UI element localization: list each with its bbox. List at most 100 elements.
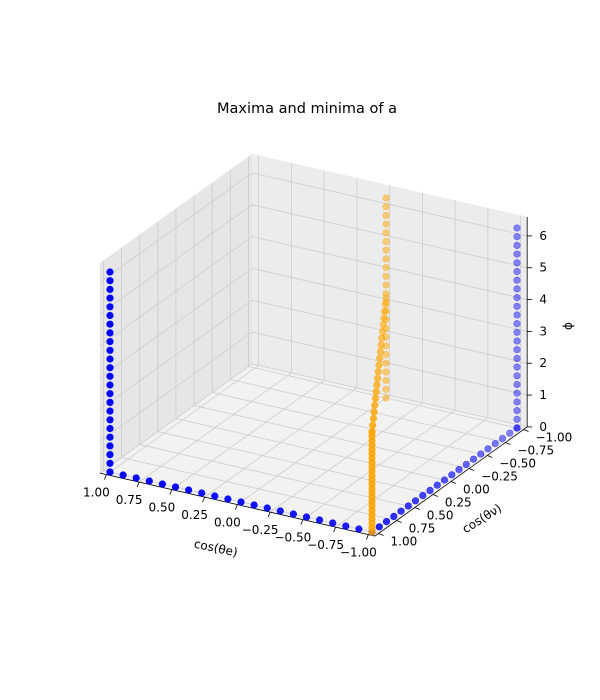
- blue-data-point: [289, 510, 298, 518]
- orange-data-point: [374, 374, 382, 383]
- orange-data-point: [369, 415, 378, 423]
- blue-data-point: [106, 424, 114, 433]
- orange-data-point: [375, 361, 383, 369]
- y-tick-label: 0.25: [445, 496, 472, 510]
- blue-data-point: [513, 337, 521, 345]
- blue-data-point: [513, 224, 521, 232]
- orange-data-point: [374, 368, 382, 376]
- orange-data-point: [382, 203, 390, 211]
- orange-data-point: [382, 220, 390, 228]
- blue-data-point: [106, 468, 114, 476]
- y-tick-label: 0.50: [427, 509, 454, 523]
- x-axis-label: cos(θe): [193, 537, 239, 560]
- blue-data-point: [513, 302, 521, 310]
- orange-data-point: [378, 334, 386, 342]
- axis-lines: [99, 216, 533, 540]
- y-tick: [505, 442, 511, 445]
- orange-data-point: [382, 237, 390, 246]
- blue-data-point: [513, 294, 521, 302]
- blue-data-point: [106, 364, 114, 372]
- orange-data-point: [382, 194, 390, 202]
- orange-data-point: [382, 359, 390, 367]
- y-tick: [432, 494, 439, 497]
- blue-data-point: [106, 277, 114, 285]
- y-tick: [450, 481, 457, 484]
- blue-data-point: [106, 407, 114, 415]
- z-tick-label: 4: [539, 293, 547, 307]
- x-tick-label: −0.25: [242, 523, 279, 537]
- orange-data-point: [382, 246, 390, 254]
- y-tick-label: −0.75: [517, 444, 554, 458]
- blue-data-point: [469, 455, 478, 463]
- x-tick: [235, 504, 238, 510]
- blue-data-point: [106, 372, 114, 380]
- x-tick-label: −1.00: [340, 546, 377, 560]
- blue-data-point: [397, 507, 405, 515]
- blue-data-point: [513, 259, 521, 267]
- orange-data-point: [379, 321, 387, 329]
- blue-data-point: [211, 492, 219, 500]
- orange-data-point: [371, 401, 379, 409]
- blue-data-point: [106, 285, 114, 294]
- blue-data-point: [106, 442, 114, 450]
- blue-data-point: [513, 328, 521, 336]
- blue-data-point: [106, 390, 114, 398]
- blue-data-point: [513, 346, 521, 354]
- y-tick-label: −0.25: [481, 470, 518, 484]
- z-grid-line: [99, 299, 528, 410]
- orange-data-point: [371, 394, 380, 403]
- blue-data-point: [237, 498, 245, 506]
- orange-data-point: [368, 428, 376, 436]
- blue-data-point: [302, 513, 311, 521]
- y-tick-label: 0.00: [463, 483, 490, 497]
- blue-data-point: [145, 477, 153, 485]
- orange-data-point: [380, 314, 388, 322]
- z-grid-line: [99, 331, 528, 442]
- blue-data-point: [250, 501, 258, 509]
- x-tick: [136, 481, 140, 488]
- y-tick: [487, 455, 493, 458]
- z-tick-label: 5: [539, 261, 547, 275]
- blue-data-point: [158, 480, 166, 488]
- blue-data-point: [513, 241, 521, 249]
- blue-data-point: [390, 512, 398, 521]
- z-grid-line: [99, 267, 528, 378]
- blue-data-point: [513, 250, 521, 258]
- blue-data-point: [513, 380, 521, 389]
- orange-data-point: [382, 211, 390, 219]
- x-tick: [333, 526, 336, 533]
- orange-data-point: [381, 307, 389, 316]
- chart-title: Maxima and minima of a: [217, 101, 397, 117]
- y-tick-label: 0.75: [409, 522, 436, 536]
- blue-data-point: [513, 407, 521, 415]
- y-tick: [414, 507, 420, 510]
- orange-data-point: [382, 294, 390, 302]
- blue-data-point: [106, 268, 114, 276]
- blue-data-point: [106, 459, 114, 467]
- orange-data-point: [370, 408, 378, 416]
- y-tick: [378, 533, 384, 536]
- blue-data-point: [263, 504, 271, 512]
- orange-data-point: [382, 350, 390, 359]
- blue-data-point: [355, 525, 363, 533]
- x-tick-label: −0.50: [274, 531, 311, 545]
- blue-data-point: [106, 329, 114, 337]
- x-tick-label: 0.00: [214, 516, 241, 530]
- blue-data-point: [106, 294, 114, 302]
- blue-data-point: [513, 415, 521, 423]
- blue-data-point: [224, 495, 232, 503]
- blue-data-point: [185, 486, 193, 494]
- x-tick: [202, 496, 205, 503]
- blue-data-point: [513, 354, 521, 363]
- blue-data-point: [426, 486, 434, 495]
- blue-data-point: [106, 355, 114, 363]
- blue-data-point: [119, 471, 127, 479]
- blue-data-point: [513, 372, 521, 380]
- z-tick-label: 2: [539, 356, 547, 370]
- orange-data-point: [378, 327, 387, 336]
- orange-data-point: [372, 388, 380, 396]
- blue-data-point: [329, 519, 337, 527]
- z-tick-label: 1: [539, 388, 547, 402]
- blue-data-point: [433, 481, 441, 489]
